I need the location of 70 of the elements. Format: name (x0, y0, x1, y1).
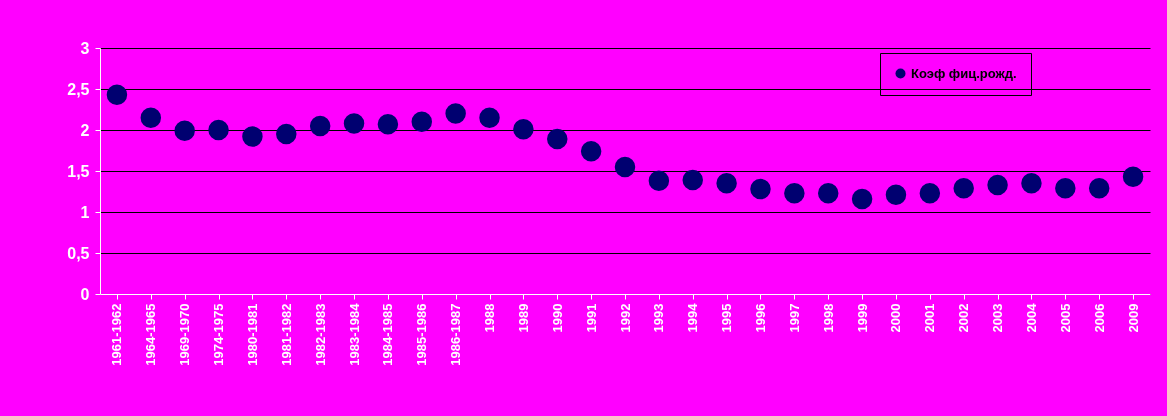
y-tick-label: 1,5 (67, 162, 90, 180)
x-tick-label: 1980-1981 (244, 303, 260, 366)
point (309, 115, 331, 137)
y-tick-label: 2 (80, 121, 90, 139)
x-tick-label: 2009 (1125, 303, 1141, 333)
point (953, 177, 974, 199)
point (784, 182, 805, 204)
y-tick-label: 0 (80, 285, 90, 303)
point (1021, 173, 1042, 194)
y-tick-label: 3 (80, 39, 90, 57)
x-tick-label: 1996 (752, 303, 768, 333)
x-tick-label: 2003 (990, 303, 1006, 333)
point (1088, 177, 1110, 199)
point (377, 114, 399, 135)
x-tick-label: 1983-1984 (346, 302, 362, 366)
x-tick-label: 1998 (820, 303, 836, 333)
x-tick-label: 1990 (549, 303, 565, 333)
point (479, 107, 500, 128)
x-tick-label: 1994 (685, 302, 701, 333)
point (140, 107, 162, 128)
point (445, 103, 466, 124)
x-tick-label: 1981-1982 (278, 303, 294, 366)
point (276, 123, 297, 145)
point (343, 113, 365, 134)
x-tick-label: 1991 (583, 303, 599, 333)
x-tick-label: 1995 (719, 303, 735, 333)
point (208, 119, 229, 141)
x-tick-label: 1993 (651, 303, 667, 333)
point (174, 120, 195, 142)
point (513, 118, 534, 140)
point (1122, 166, 1144, 187)
x-tick-label: 2001 (922, 303, 938, 333)
x-tick-label: 1988 (482, 303, 498, 333)
point (682, 169, 703, 191)
x-tick-label: 1961-1962 (109, 303, 125, 366)
legend-label: Коэф фиц.рожд. (911, 65, 1017, 81)
point (547, 128, 568, 150)
x-tick-label: 1985-1986 (414, 303, 430, 366)
y-tick-label: 0,5 (67, 244, 90, 262)
x-tick-label: 1982-1983 (312, 303, 328, 366)
x-tick-label: 1989 (515, 303, 531, 333)
point (580, 141, 602, 162)
x-tick-label: 2006 (1091, 303, 1107, 333)
point (919, 182, 941, 204)
point (242, 126, 263, 147)
point (851, 188, 873, 210)
point (1055, 177, 1076, 199)
x-tick-label: 1997 (786, 303, 802, 333)
x-tick-label: 1969-1970 (177, 303, 193, 366)
y-tick-label: 2,5 (67, 80, 90, 98)
point (817, 182, 839, 204)
x-tick-label: 1964-1965 (143, 303, 159, 366)
point (750, 178, 771, 200)
x-tick-label: 2000 (888, 303, 904, 333)
x-tick-label: 1974-1975 (211, 303, 227, 366)
point (987, 174, 1008, 196)
x-tick-label: 1999 (854, 303, 870, 333)
point (614, 156, 636, 178)
x-tick-label: 2005 (1057, 303, 1073, 333)
point (411, 111, 433, 133)
x-tick-label: 1986-1987 (448, 303, 464, 366)
point (648, 170, 670, 192)
point (885, 184, 907, 206)
point (716, 173, 737, 194)
point (106, 84, 128, 105)
x-tick-label: 1984-1985 (380, 303, 396, 366)
y-tick-label: 1 (80, 203, 90, 221)
x-tick-label: 2002 (956, 303, 972, 333)
x-tick-label: 1992 (617, 303, 633, 333)
x-tick-label: 2004 (1023, 302, 1039, 333)
